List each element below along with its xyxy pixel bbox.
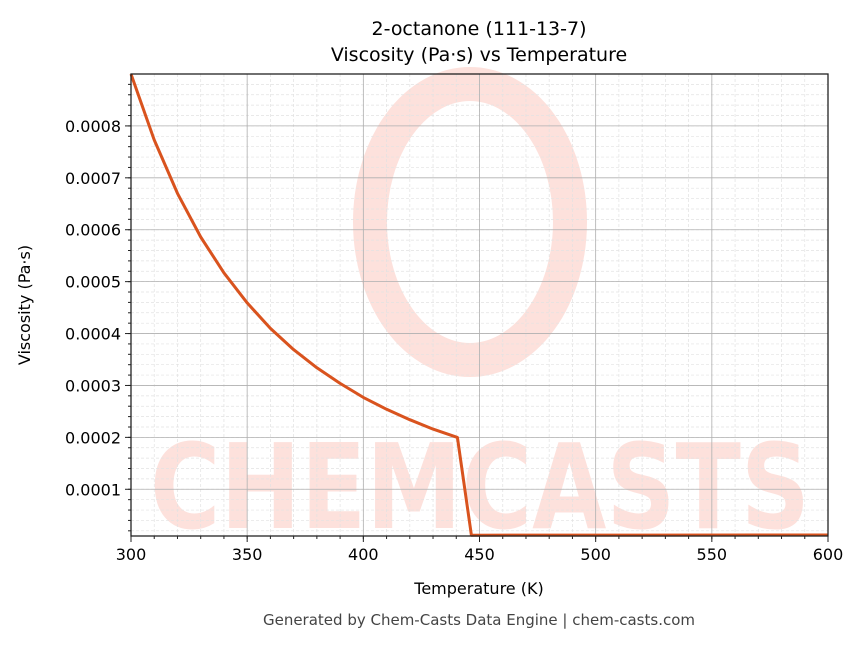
x-tick-label: 400: [348, 545, 379, 564]
y-tick-label: 0.0003: [65, 376, 121, 395]
chart-title-line1: 2-octanone (111-13-7): [372, 18, 587, 40]
y-tick-label: 0.0008: [65, 117, 121, 136]
watermark-text: CHEMCASTS: [150, 418, 810, 556]
x-axis-label: Temperature (K): [413, 579, 543, 598]
watermark-logo-ring: [353, 67, 587, 377]
x-tick-label: 350: [232, 545, 263, 564]
footer-credit: Generated by Chem-Casts Data Engine | ch…: [263, 611, 695, 629]
y-tick-label: 0.0004: [65, 325, 121, 344]
y-axis-label: Viscosity (Pa·s): [15, 245, 34, 365]
y-tick-label: 0.0007: [65, 169, 121, 188]
x-tick-label: 550: [697, 545, 728, 564]
y-tick-label: 0.0005: [65, 273, 121, 292]
x-tick-label: 500: [580, 545, 611, 564]
y-tick-label: 0.0002: [65, 428, 121, 447]
x-tick-label: 450: [464, 545, 495, 564]
chart-title-line2: Viscosity (Pa·s) vs Temperature: [331, 44, 627, 66]
y-tick-label: 0.0001: [65, 480, 121, 499]
watermark: CHEMCASTS: [150, 67, 810, 556]
series-line-viscosity: [129, 73, 829, 537]
plot-frame: [130, 73, 829, 537]
x-tick-label: 300: [116, 545, 147, 564]
y-tick-label: 0.0006: [65, 221, 121, 240]
x-tick-label: 600: [813, 545, 844, 564]
